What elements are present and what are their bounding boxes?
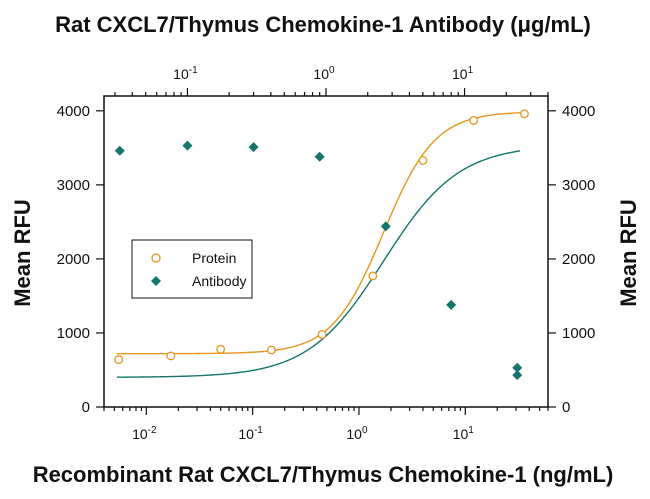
top-axis-ticks: 10-1 100 101 <box>114 65 549 96</box>
bottom-axis-ticks: 10-2 10-1 100 101 <box>103 407 549 442</box>
antibody-point <box>512 362 523 373</box>
right-tick-label: 1000 <box>562 325 595 342</box>
antibody-point <box>114 145 125 156</box>
protein-point <box>266 345 276 355</box>
bottom-tick-label: 100 <box>346 425 368 442</box>
legend-protein-marker <box>151 253 161 263</box>
legend: Protein Antibody <box>131 239 253 299</box>
antibody-point <box>446 299 457 310</box>
protein-point <box>418 155 428 165</box>
left-axis-ticks: 0 1000 2000 3000 4000 <box>57 103 104 416</box>
right-tick-label: 4000 <box>562 103 595 120</box>
fit-curve-antibody <box>117 150 521 378</box>
legend-box <box>131 239 253 299</box>
protein-point <box>317 329 327 339</box>
x-axis-label: Recombinant Rat CXCL7/Thymus Chemokine-1… <box>33 462 614 487</box>
top-tick-label: 101 <box>452 65 474 82</box>
left-tick-label: 2000 <box>57 251 90 268</box>
antibody-point <box>512 370 523 381</box>
right-tick-label: 2000 <box>562 251 595 268</box>
legend-antibody-marker <box>151 276 161 286</box>
left-tick-label: 1000 <box>57 325 90 342</box>
data-points <box>114 109 529 381</box>
chart-title: Rat CXCL7/Thymus Chemokine-1 Antibody (μ… <box>55 12 591 37</box>
y-axis-label-left: Mean RFU <box>10 199 35 307</box>
antibody-point <box>380 221 391 232</box>
y-axis-label-right: Mean RFU <box>616 199 641 307</box>
bottom-tick-label: 101 <box>453 425 475 442</box>
antibody-point <box>314 151 325 162</box>
antibody-point <box>182 140 193 151</box>
left-tick-label: 0 <box>82 399 90 416</box>
fit-curve-protein <box>116 111 527 355</box>
left-tick-label: 4000 <box>57 103 90 120</box>
protein-point <box>114 355 124 365</box>
protein-point <box>166 351 176 361</box>
protein-point <box>216 344 226 354</box>
top-tick-label: 100 <box>313 65 335 82</box>
right-axis-ticks: 0 1000 2000 3000 4000 <box>548 103 595 416</box>
legend-antibody-label: Antibody <box>192 273 246 289</box>
right-tick-label: 3000 <box>562 177 595 194</box>
legend-protein-label: Protein <box>192 250 236 266</box>
left-tick-label: 3000 <box>57 177 90 194</box>
bottom-tick-label: 10-1 <box>238 425 263 442</box>
bottom-tick-label: 10-2 <box>132 425 157 442</box>
right-tick-label: 0 <box>562 399 570 416</box>
top-tick-label: 10-1 <box>173 65 198 82</box>
protein-point <box>469 115 479 125</box>
protein-point <box>519 109 529 119</box>
protein-point <box>368 271 378 281</box>
antibody-point <box>248 142 259 153</box>
